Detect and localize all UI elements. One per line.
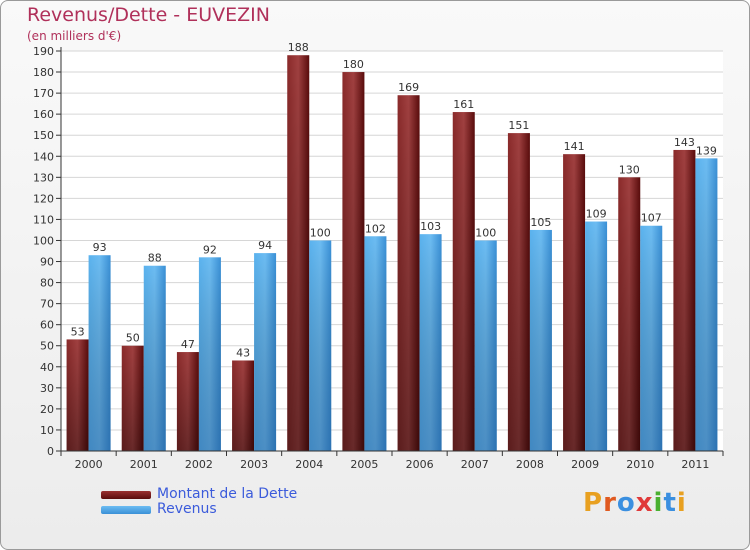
data-label-revenue: 139 xyxy=(696,144,717,157)
bar-revenue-shade xyxy=(364,236,387,451)
bar-debt-shade xyxy=(176,352,199,451)
x-tick-label: 2005 xyxy=(350,458,378,471)
x-tick-label: 2009 xyxy=(571,458,599,471)
bars xyxy=(66,55,718,452)
data-label-revenue: 105 xyxy=(530,216,551,229)
data-label-debt: 141 xyxy=(564,140,585,153)
x-tick-label: 2007 xyxy=(461,458,489,471)
bar-revenue-shade xyxy=(419,234,442,451)
bar-revenue-shade xyxy=(254,253,277,451)
y-tick-label: 190 xyxy=(33,45,54,58)
data-label-revenue: 103 xyxy=(420,220,441,233)
chart-title: Revenus/Dette - EUVEZIN xyxy=(27,4,270,26)
y-tick-label: 130 xyxy=(33,171,54,184)
y-tick-label: 40 xyxy=(40,361,54,374)
chart-subtitle: (en milliers d'€) xyxy=(27,29,122,43)
bar-debt-shade xyxy=(397,95,420,452)
legend: Montant de la Dette Revenus xyxy=(101,487,297,517)
data-label-debt: 47 xyxy=(181,338,195,351)
y-tick-label: 120 xyxy=(33,192,54,205)
x-tick-label: 2003 xyxy=(240,458,268,471)
data-label-debt: 180 xyxy=(343,58,364,71)
data-label-debt: 130 xyxy=(619,163,640,176)
proxiti-logo: Proxiti xyxy=(583,488,687,518)
grid-lines xyxy=(61,50,723,452)
bar-revenue-shade xyxy=(309,240,332,451)
bar-debt-shade xyxy=(342,72,365,451)
data-label-revenue: 100 xyxy=(475,226,496,239)
y-tick-label: 30 xyxy=(40,382,54,395)
data-label-debt: 143 xyxy=(674,136,695,149)
y-tick-label: 90 xyxy=(40,256,54,269)
y-tick-label: 70 xyxy=(40,298,54,311)
bar-revenue-shade xyxy=(143,265,166,451)
bar-debt-shade xyxy=(232,360,255,451)
bar-revenue-shade xyxy=(640,225,663,451)
y-tick-label: 0 xyxy=(47,445,54,458)
data-label-debt: 151 xyxy=(508,119,529,132)
y-tick-label: 50 xyxy=(40,340,54,353)
data-label-revenue: 93 xyxy=(93,241,107,254)
y-tick-label: 100 xyxy=(33,234,54,247)
y-tick-label: 60 xyxy=(40,319,54,332)
bar-debt-shade xyxy=(618,177,641,451)
y-tick-label: 10 xyxy=(40,424,54,437)
x-tick-label: 2006 xyxy=(406,458,434,471)
x-tick-label: 2000 xyxy=(75,458,103,471)
y-tick-label: 160 xyxy=(33,108,54,121)
bar-revenue-shade xyxy=(474,240,497,451)
bar-revenue-shade xyxy=(88,255,111,451)
y-tick-label: 140 xyxy=(33,150,54,163)
axes: 0 10 20 30 40 50 60 70 80 90 100 110 120 130 140 150 160… xyxy=(33,45,724,471)
bar-debt-shade xyxy=(121,345,144,451)
x-tick-label: 2011 xyxy=(681,458,709,471)
legend-label-debt: Montant de la Dette xyxy=(157,486,298,502)
data-label-revenue: 94 xyxy=(258,239,272,252)
bar-debt-shade xyxy=(673,149,696,451)
y-tick-label: 80 xyxy=(40,277,54,290)
legend-swatch-debt xyxy=(101,490,151,499)
bar-revenue-shade xyxy=(695,158,718,452)
y-tick-label: 170 xyxy=(33,87,54,100)
y-tick-label: 150 xyxy=(33,129,54,142)
data-label-debt: 169 xyxy=(398,81,419,94)
bar-debt-shade xyxy=(563,154,586,451)
y-tick-label: 180 xyxy=(33,66,54,79)
data-label-debt: 161 xyxy=(453,98,474,111)
bar-revenue-shade xyxy=(198,257,221,451)
data-label-revenue: 109 xyxy=(586,208,607,221)
plot-area xyxy=(61,51,723,451)
data-label-revenue: 100 xyxy=(310,226,331,239)
y-tick-label: 20 xyxy=(40,403,54,416)
data-label-revenue: 88 xyxy=(148,252,162,265)
y-tick-label: 110 xyxy=(33,213,54,226)
data-label-revenue: 107 xyxy=(641,212,662,225)
bar-debt-shade xyxy=(452,112,475,451)
legend-swatch-revenue xyxy=(101,505,151,514)
bar-debt-shade xyxy=(507,133,530,451)
bar-debt-shade xyxy=(66,339,89,451)
bar-debt-shade xyxy=(287,55,310,452)
x-tick-label: 2010 xyxy=(626,458,654,471)
x-tick-label: 2004 xyxy=(295,458,323,471)
data-label-debt: 43 xyxy=(236,346,250,359)
x-tick-label: 2008 xyxy=(516,458,544,471)
data-label-debt: 188 xyxy=(288,41,309,54)
data-labels: 53 93 50 88 47 92 43 94 188 100 180 102 169 103 161 100… xyxy=(71,41,717,359)
data-label-debt: 50 xyxy=(126,332,140,345)
data-label-revenue: 92 xyxy=(203,243,217,256)
bar-revenue-shade xyxy=(529,229,552,451)
legend-item-debt: Montant de la Dette xyxy=(101,487,297,502)
bar-revenue-shade xyxy=(585,221,608,451)
x-tick-label: 2002 xyxy=(185,458,213,471)
legend-item-revenue: Revenus xyxy=(101,502,297,517)
data-label-revenue: 102 xyxy=(365,222,386,235)
x-tick-label: 2001 xyxy=(130,458,158,471)
legend-label-revenue: Revenus xyxy=(157,501,217,517)
data-label-debt: 53 xyxy=(71,325,85,338)
